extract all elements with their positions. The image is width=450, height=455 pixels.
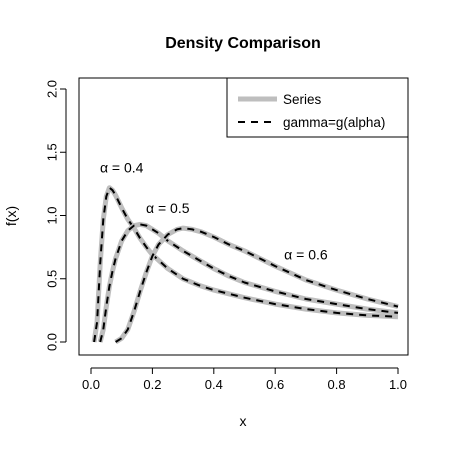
x-tick-label: 0.0 bbox=[82, 377, 100, 392]
series-lines bbox=[91, 185, 399, 345]
x-axis-label: x bbox=[240, 413, 247, 429]
legend-box bbox=[226, 77, 409, 138]
gamma-curve-1 bbox=[93, 186, 399, 343]
x-tick-label: 0.4 bbox=[205, 377, 223, 392]
legend: Series gamma=g(alpha) bbox=[226, 77, 409, 138]
y-tick-label: 1.0 bbox=[44, 206, 59, 224]
gamma-curve-3 bbox=[115, 227, 399, 343]
x-tick-label: 0.8 bbox=[328, 377, 346, 392]
gamma-curve-2 bbox=[99, 223, 399, 343]
annotation-2: α = 0.5 bbox=[146, 200, 190, 216]
axis-ticks: 0.0 0.2 0.4 0.6 0.8 1.0 0.0 0.5 1.0 1.5 2.0 bbox=[44, 80, 407, 392]
annotation-3: α = 0.6 bbox=[284, 247, 328, 263]
y-tick-label: 2.0 bbox=[44, 80, 59, 98]
series-curve-1 bbox=[91, 185, 399, 343]
x-tick-label: 0.2 bbox=[143, 377, 161, 392]
y-axis-label: f(x) bbox=[3, 206, 19, 226]
annotation-1: α = 0.4 bbox=[100, 159, 144, 175]
chart-title: Density Comparison bbox=[165, 35, 321, 52]
x-tick-label: 1.0 bbox=[389, 377, 407, 392]
legend-series-label: Series bbox=[283, 92, 322, 107]
x-tick-label: 0.6 bbox=[266, 377, 284, 392]
y-tick-label: 0.0 bbox=[44, 333, 59, 351]
legend-gamma-label: gamma=g(alpha) bbox=[283, 115, 385, 130]
y-tick-label: 1.5 bbox=[44, 143, 59, 161]
y-tick-label: 0.5 bbox=[44, 270, 59, 288]
curve-annotations: α = 0.4 α = 0.5 α = 0.6 bbox=[100, 159, 328, 262]
